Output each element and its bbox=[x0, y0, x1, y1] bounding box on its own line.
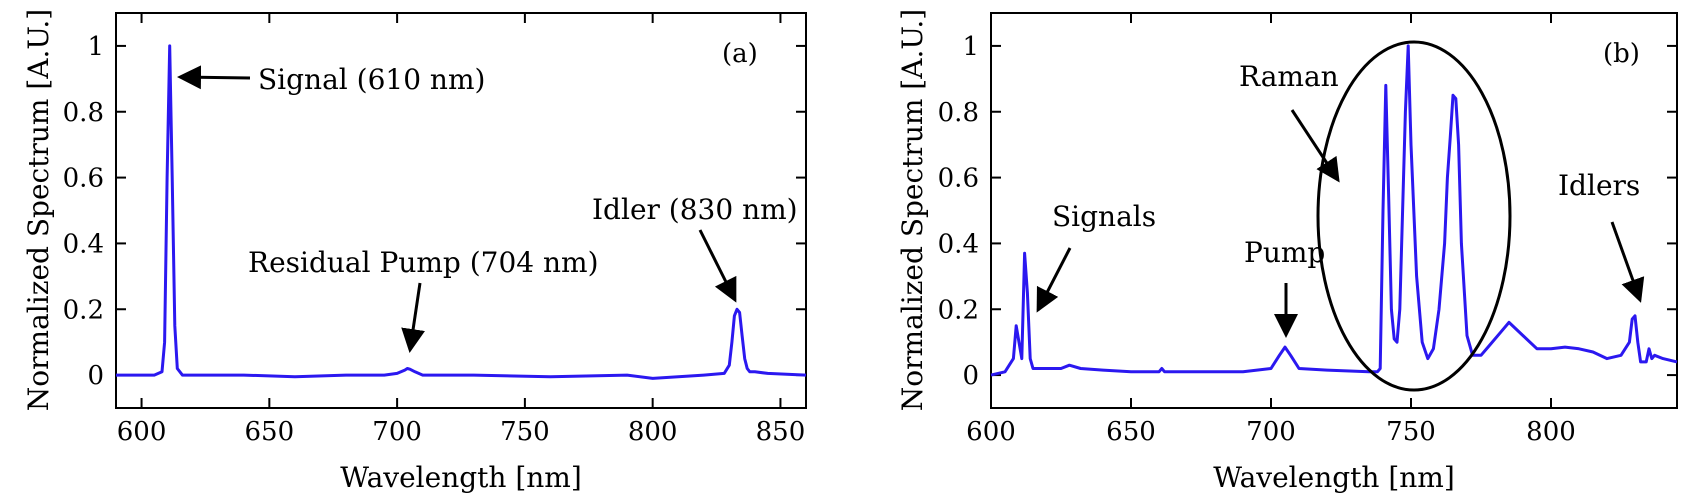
y-tick-label: 0.4 bbox=[938, 229, 979, 259]
arrow-signal bbox=[177, 65, 251, 90]
arrow-idler bbox=[698, 229, 737, 303]
annotation-signal: Signal (610 nm) bbox=[258, 63, 485, 96]
x-tick-label: 750 bbox=[1386, 417, 1436, 447]
annotation-idlers: Idlers bbox=[1558, 169, 1640, 202]
plot-frame bbox=[115, 12, 807, 409]
x-tick-label: 800 bbox=[628, 417, 678, 447]
annotation-idler: Idler (830 nm) bbox=[592, 193, 798, 226]
spectrum-line bbox=[116, 44, 807, 380]
axis-ticks bbox=[990, 13, 1677, 408]
y-tick-label: 0.6 bbox=[63, 164, 104, 194]
y-tick-label: 0.2 bbox=[63, 295, 104, 325]
y-tick-label: 0.8 bbox=[938, 98, 979, 128]
arrow-raman bbox=[1290, 109, 1340, 183]
x-tick-label: 850 bbox=[756, 417, 806, 447]
panel-label: (b) bbox=[1603, 39, 1640, 69]
y-axis-label: Normalized Spectrum [A.U.] bbox=[896, 9, 929, 411]
x-tick-label: 700 bbox=[372, 417, 422, 447]
annotation-pump: Pump bbox=[1244, 236, 1325, 269]
annotation-raman: Raman bbox=[1239, 60, 1339, 93]
x-tick-label: 700 bbox=[1246, 417, 1296, 447]
y-tick-label: 0.2 bbox=[938, 295, 979, 325]
y-tick-label: 1 bbox=[87, 32, 104, 62]
chart-panel-b: 600 650 700 750 800 0 0.2 0.4 0.6 0.8 1 (b) Wavele… bbox=[896, 9, 1678, 494]
annotation-residual-pump: Residual Pump (704 nm) bbox=[248, 246, 599, 279]
y-tick-label: 0.8 bbox=[63, 98, 104, 128]
y-axis-label: Normalized Spectrum [A.U.] bbox=[22, 9, 55, 411]
x-axis-label: Wavelength [nm] bbox=[340, 461, 582, 494]
annotation-signals: Signals bbox=[1052, 200, 1156, 233]
x-tick-label: 600 bbox=[966, 417, 1016, 447]
tick-labels: 600 650 700 750 800 850 0 0.2 0.4 0.6 0.8 1 bbox=[63, 32, 806, 447]
plot-frame bbox=[990, 12, 1678, 409]
tick-labels: 600 650 700 750 800 0 0.2 0.4 0.6 0.8 1 bbox=[938, 32, 1576, 447]
x-tick-label: 750 bbox=[500, 417, 550, 447]
x-tick-label: 800 bbox=[1526, 417, 1576, 447]
panel-label: (a) bbox=[722, 39, 758, 69]
y-tick-label: 1 bbox=[962, 32, 979, 62]
arrow-residual-pump bbox=[401, 282, 425, 353]
x-axis-label: Wavelength [nm] bbox=[1213, 461, 1455, 494]
arrow-idlers bbox=[1610, 221, 1645, 303]
chart-panel-a: 600 650 700 750 800 850 0 0.2 0.4 0.6 0.8 1 (a) Wav… bbox=[22, 9, 807, 494]
y-tick-label: 0.4 bbox=[63, 229, 104, 259]
arrow-signals bbox=[1036, 247, 1072, 313]
spectrum-line bbox=[990, 44, 1678, 377]
x-tick-label: 600 bbox=[117, 417, 167, 447]
x-tick-label: 650 bbox=[245, 417, 295, 447]
x-tick-label: 650 bbox=[1106, 417, 1156, 447]
y-tick-label: 0.6 bbox=[938, 164, 979, 194]
raman-ellipse bbox=[1316, 40, 1512, 392]
y-tick-label: 0 bbox=[87, 361, 104, 391]
y-tick-label: 0 bbox=[962, 361, 979, 391]
